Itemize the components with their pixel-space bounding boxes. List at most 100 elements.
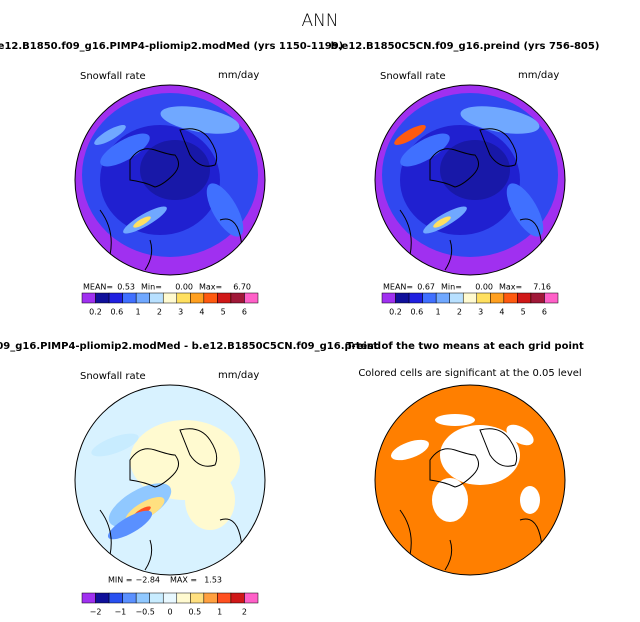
map-field [107, 510, 153, 540]
colorbar-box [422, 292, 437, 304]
stat-value: 7.16 [533, 283, 551, 292]
colorbar-label: 6 [242, 308, 247, 317]
map-field [100, 133, 150, 167]
colorbar-box [81, 592, 96, 604]
map [375, 85, 565, 275]
colorbar-label: 1 [136, 308, 141, 317]
colorbar-box [176, 292, 191, 304]
stat-value: 0.67 [417, 283, 435, 292]
colorbar-box [190, 592, 205, 604]
colorbar-box [408, 292, 423, 304]
stat-value: 0.00 [475, 283, 493, 292]
panel-title: b.e12.B1850C5CN.f09_g16.preind (yrs 756-… [331, 41, 600, 52]
colorbar-box [217, 292, 232, 304]
colorbar-box [122, 292, 137, 304]
colorbar-label: 2 [157, 308, 162, 317]
stat-label: MIN = [108, 576, 133, 585]
map-border [374, 384, 566, 576]
colorbar-label: 1 [436, 308, 441, 317]
colorbar-box [230, 292, 245, 304]
colorbar-box [544, 292, 559, 304]
map [375, 385, 565, 575]
colorbar-box [135, 292, 150, 304]
colorbar-label: 6 [542, 308, 547, 317]
colorbar-box [217, 592, 232, 604]
colorbar-label: −2 [90, 608, 102, 617]
colorbar-label: 3 [178, 308, 183, 317]
colorbar-box [95, 292, 110, 304]
map-field [460, 106, 540, 134]
colorbar-box [476, 292, 491, 304]
colorbar-label: 0 [167, 608, 172, 617]
colorbar-box [203, 292, 218, 304]
caption: Colored cells are significant at the 0.0… [358, 368, 581, 379]
colorbar-box [490, 292, 505, 304]
colorbar-box [230, 592, 245, 604]
colorbar-box [244, 292, 259, 304]
map-field [185, 470, 235, 530]
colorbar-box [395, 292, 410, 304]
map-border [74, 84, 266, 276]
colorbar-box [190, 292, 205, 304]
colorbar-label: 0.2 [389, 308, 402, 317]
colorbar-box [203, 592, 218, 604]
colorbar-box [462, 292, 478, 304]
stat-value: −2.84 [135, 576, 160, 585]
colorbar-box [449, 292, 464, 304]
stat-label: Max= [499, 283, 522, 292]
colorbar-label: 0.2 [89, 308, 102, 317]
stat-label: Min= [441, 283, 462, 292]
colorbar-box [435, 292, 450, 304]
units-label: mm/day [218, 70, 259, 81]
map-field [440, 140, 510, 200]
stat-value: 0.00 [175, 283, 193, 292]
colorbar-label: 0.6 [410, 308, 423, 317]
panel-title: b.e12.B1850.f09_g16.PIMP4-pliomip2.modMe… [0, 41, 343, 52]
map-field [400, 133, 450, 167]
map-field [506, 424, 534, 446]
variable-label: Snowfall rate [380, 71, 446, 82]
map-field [133, 216, 151, 228]
colorbar-label: 1 [217, 608, 222, 617]
panel-title: .B1850.f09_g16.PIMP4-pliomip2.modMed - b… [0, 341, 381, 352]
variable-label: Snowfall rate [80, 371, 146, 382]
colorbar-label: 2 [242, 608, 247, 617]
coastline [399, 428, 543, 571]
stat-label: MEAN= [383, 283, 413, 292]
stat-label: MAX = [170, 576, 197, 585]
coastline [399, 128, 543, 271]
stat-value: 6.70 [233, 283, 251, 292]
colorbar-label: −1 [114, 608, 126, 617]
colorbar-box [108, 592, 123, 604]
map-field [435, 414, 475, 426]
colorbar-box [149, 592, 164, 604]
colorbar-label: 0.5 [188, 608, 201, 617]
coastline [99, 128, 243, 271]
colorbar-label: 5 [221, 308, 226, 317]
stat-value: 0.53 [117, 283, 135, 292]
colorbar-box [81, 292, 96, 304]
stat-label: Max= [199, 283, 222, 292]
coastline [99, 428, 243, 571]
colorbar-box [149, 292, 164, 304]
map-field [394, 125, 426, 145]
figure-title: ANN [301, 11, 338, 31]
colorbar-label: 4 [499, 308, 504, 317]
map-field [440, 425, 520, 485]
colorbar-box [162, 592, 178, 604]
map-border [374, 84, 566, 276]
map [75, 85, 265, 275]
map [75, 385, 265, 575]
colorbar-box [530, 292, 545, 304]
map-field [91, 433, 139, 457]
map-border [74, 384, 266, 576]
map-field [520, 486, 540, 514]
map-field [433, 216, 451, 228]
colorbar-label: 3 [478, 308, 483, 317]
map-field [391, 439, 429, 461]
colorbar-box [135, 592, 150, 604]
colorbar-label: 4 [199, 308, 204, 317]
colorbar-label: 0.6 [110, 308, 123, 317]
colorbar-box [517, 292, 532, 304]
